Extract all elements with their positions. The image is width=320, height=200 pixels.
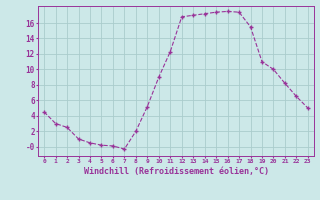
X-axis label: Windchill (Refroidissement éolien,°C): Windchill (Refroidissement éolien,°C) <box>84 167 268 176</box>
